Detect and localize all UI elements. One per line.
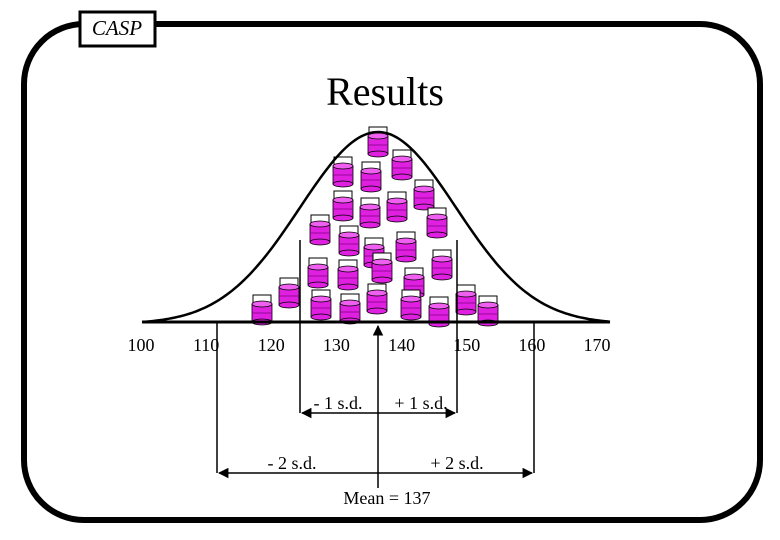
sd-markers [216,240,535,488]
can-rim [477,301,499,309]
can [455,284,477,316]
can-bottom [309,238,331,246]
axis-label: 100 [128,335,155,355]
can-bottom [337,283,359,291]
can [371,252,393,284]
can-rim [337,265,359,273]
can-bottom [367,150,389,158]
can-rim [310,295,332,303]
can [367,126,389,158]
axis-label: 160 [518,335,545,355]
can [332,190,354,222]
can-rim [251,300,273,308]
can-bottom [431,273,453,281]
axis-label: 170 [584,335,611,355]
can-rim [363,243,385,251]
can [310,289,332,321]
can-rim [455,290,477,298]
can-rim [391,155,413,163]
can-bottom [310,313,332,321]
cans [251,126,499,328]
can-rim [413,185,435,193]
can-rim [309,220,331,228]
can [338,225,360,257]
can-rim [371,258,393,266]
can-rim [339,299,361,307]
can [391,149,413,181]
can [413,179,435,211]
can [400,289,422,321]
annotation: - 2 s.d. [268,453,317,473]
header-box [78,10,157,48]
can-rim [395,237,417,245]
can-rim [428,302,450,310]
can-bottom [359,221,381,229]
can-bottom [366,307,388,315]
can-rim [278,283,300,291]
can-bottom [360,185,382,193]
axis-label: 110 [193,335,219,355]
annotation: + 2 s.d. [430,453,483,473]
can-rim [332,162,354,170]
can [431,249,453,281]
can-rim [431,255,453,263]
can-bottom [426,231,448,239]
can-rim [426,213,448,221]
can-rim [386,197,408,205]
can [339,293,361,325]
can-bottom [386,215,408,223]
axis-label: 150 [453,335,480,355]
can-rim [400,295,422,303]
can-bottom [395,255,417,263]
can [395,231,417,263]
can-bottom [391,173,413,181]
title: Results [326,69,444,114]
can [359,197,381,229]
can-bottom [307,281,329,289]
can-bottom [400,313,422,321]
can-bottom [455,308,477,316]
can-rim [338,231,360,239]
can-bottom [371,276,393,284]
mean-label-bg [336,488,438,510]
annotation: Mean = 137 [343,488,430,508]
axis-labels: 100 110 120 130 140 150 160 170 [128,335,611,355]
can-rim [366,289,388,297]
can [360,161,382,193]
can-rim [360,167,382,175]
can-rim [332,196,354,204]
can-bottom [332,180,354,188]
can-bottom [278,301,300,309]
can [278,277,300,309]
can [386,191,408,223]
can-bottom [332,214,354,222]
annotation: + 1 s.d. [394,393,447,413]
can [366,283,388,315]
axis-label: 120 [258,335,285,355]
bell-curve [141,130,611,324]
axis-label: 130 [323,335,350,355]
can [332,156,354,188]
axis-label: 140 [388,335,415,355]
can [307,257,329,289]
annotation: - 1 s.d. [314,393,363,413]
can-rim [359,203,381,211]
can-rim [307,263,329,271]
can [309,214,331,246]
can [426,207,448,239]
can-bottom [338,249,360,257]
header-label: CASP [92,16,142,40]
can [337,259,359,291]
can-rim [403,273,425,281]
